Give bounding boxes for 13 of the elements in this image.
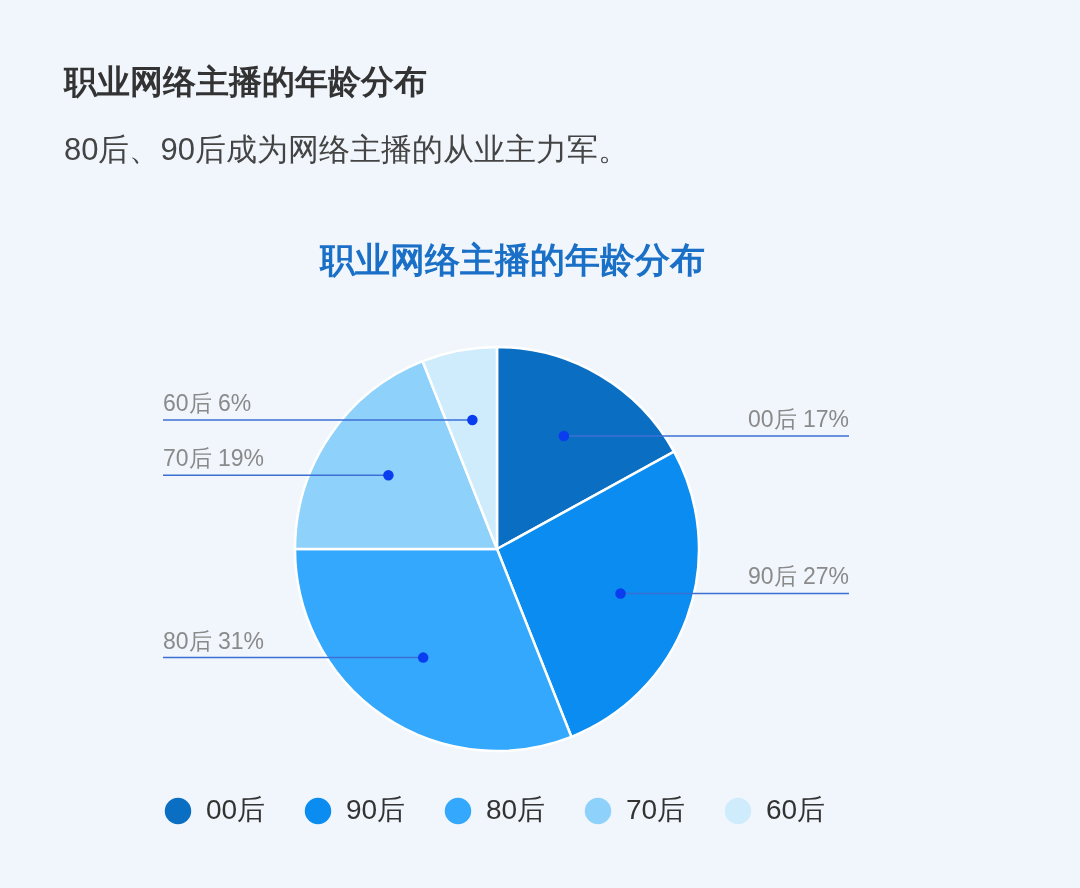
chart-title: 职业网络主播的年龄分布 [63,63,427,100]
chart-subtitle: 80后、90后成为网络主播的从业主力军。 [64,132,629,167]
text: 职业网络主播的年龄分布 [318,240,705,279]
legend-label: 70后 [626,794,686,825]
legend-label: 80后 [486,794,546,825]
data-label: 60后 6% [163,390,252,417]
legend-label: 60后 [766,794,826,825]
data-label: 80后 31% [163,627,265,654]
data-label: 70后 19% [163,445,265,472]
data-label: 90后 27% [747,563,849,590]
data-label: 00后 17% [747,405,849,432]
legend-label: 90后 [346,794,406,825]
legend-label: 00后 [206,794,266,825]
